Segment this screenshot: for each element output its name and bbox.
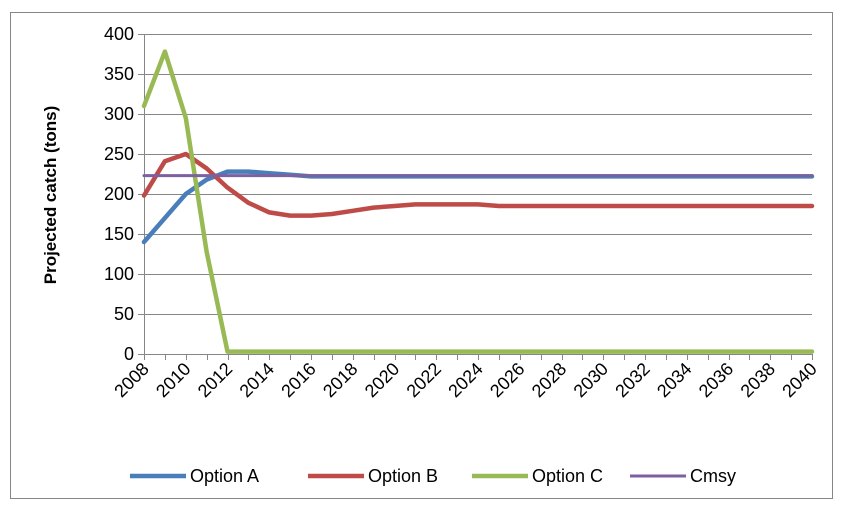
legend-label: Cmsy	[690, 466, 736, 486]
legend-label: Option B	[368, 466, 438, 486]
y-tick-label: 100	[104, 264, 134, 284]
y-tick-label: 200	[104, 184, 134, 204]
series-line-option-b	[141, 151, 815, 218]
y-tick-label: 400	[104, 24, 134, 44]
y-axis-label: Projected catch (tons)	[41, 106, 60, 285]
series-lines	[141, 49, 815, 354]
y-tick-label: 250	[104, 144, 134, 164]
legend: Option A Option B Option C Cmsy	[130, 466, 736, 486]
legend-label: Option A	[190, 466, 259, 486]
y-tick-label: 150	[104, 224, 134, 244]
legend-label: Option C	[532, 466, 603, 486]
y-tick-label: 300	[104, 104, 134, 124]
y-tick-label: 50	[114, 304, 134, 324]
y-tick-label: 0	[124, 344, 134, 364]
gridlines	[144, 34, 812, 315]
chart-border	[10, 12, 833, 499]
series-line-option-c	[141, 49, 815, 354]
y-tick-label: 350	[104, 64, 134, 84]
y-axis-ticks: 0 50 100 150 200 250 300 350 400	[104, 24, 144, 364]
